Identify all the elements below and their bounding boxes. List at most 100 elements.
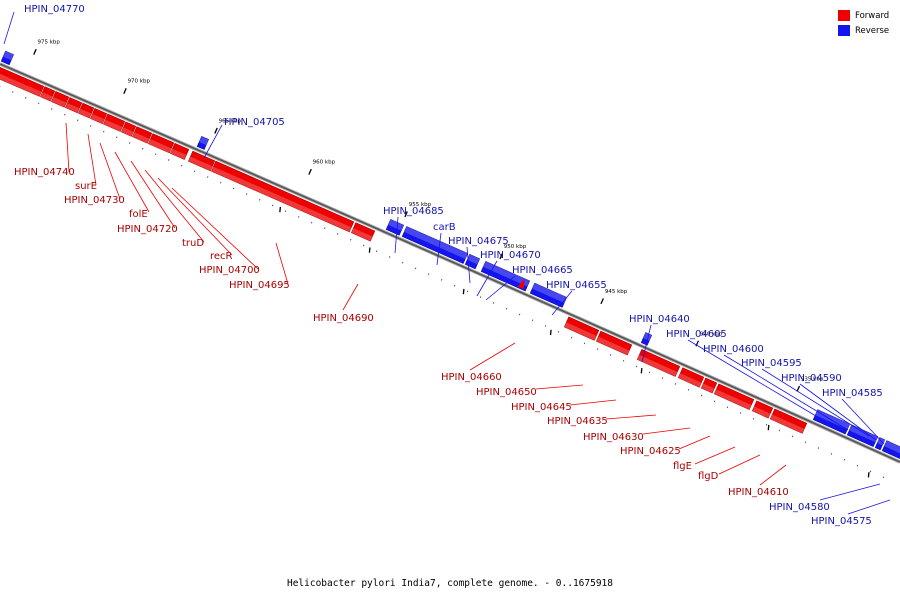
gene-fwd-7	[121, 121, 137, 137]
backbone-dot	[635, 365, 638, 368]
backbone-dot	[336, 233, 339, 235]
gene-fwd-19	[713, 383, 755, 410]
backbone-dot	[739, 412, 742, 414]
leader-line	[171, 187, 259, 270]
scale-ticks: 975 kbp 970 kbp 965 kbp 960 kbp 955 kbp 950 k…	[33, 40, 870, 478]
gene-label-hpin_04625: HPIN_04625	[620, 446, 681, 457]
scale-tick	[33, 48, 37, 55]
leader-line	[466, 246, 471, 284]
gene-fwd-0	[0, 66, 45, 97]
leader-line	[841, 398, 885, 445]
backbone-dot	[154, 153, 157, 156]
gene-label-flgd: flgD	[698, 471, 719, 482]
gene-label-hpin_04695: HPIN_04695	[229, 280, 290, 291]
backbone-dot	[830, 453, 833, 455]
backbone-dot	[232, 187, 235, 190]
gene-small-forward-marker	[517, 278, 525, 290]
backbone-dot	[596, 348, 599, 351]
gene-fwd-18	[700, 377, 718, 394]
leader-line	[114, 151, 150, 213]
backbone-dot	[466, 290, 469, 293]
reverse-label: Reverse	[855, 25, 890, 36]
gene-label-hpin_04740: HPIN_04740	[14, 167, 75, 178]
leader-line	[485, 275, 516, 301]
leader-line	[759, 464, 787, 486]
gene-fwd-16	[636, 349, 681, 377]
backbone-dot	[726, 406, 729, 409]
gene-fwd-21	[769, 408, 808, 434]
backbone-dot	[362, 244, 365, 247]
leader-line	[847, 499, 891, 515]
backbone-dot	[323, 227, 326, 230]
gene-fwd-20	[751, 400, 774, 419]
backbone-dot	[63, 113, 66, 116]
leader-line	[130, 160, 176, 229]
backbone-line	[0, 63, 900, 463]
gene-blocks	[0, 50, 900, 460]
leader-line	[65, 122, 70, 173]
gene-label-hpin_04635: HPIN_04635	[547, 416, 608, 427]
backbone-dot	[557, 330, 560, 333]
backbone-dot	[661, 377, 664, 380]
leader-line	[718, 454, 761, 475]
backbone-dot	[817, 447, 820, 449]
scale-tick-label: 960 kbp	[313, 160, 336, 166]
leader-line	[641, 324, 652, 363]
legend: Forward Reverse	[838, 8, 889, 38]
scale-tick	[796, 385, 801, 392]
gene-rev-2	[385, 219, 405, 236]
backbone-dot	[778, 429, 781, 432]
backbone-dot	[713, 400, 716, 403]
leader-line	[144, 169, 205, 243]
backbone-dot	[869, 470, 872, 473]
backbone-dot	[427, 273, 430, 276]
backbone-dot	[141, 147, 144, 150]
reverse-swatch	[838, 25, 850, 36]
gene-label-hpin_04610: HPIN_04610	[728, 487, 789, 498]
backbone-dot	[804, 441, 807, 444]
backbone-dot	[375, 250, 378, 253]
backbone-dot	[167, 159, 170, 161]
backbone-dot	[89, 125, 92, 127]
gene-label-hpin_04580: HPIN_04580	[769, 502, 830, 513]
gene-label-hpin_04770: HPIN_04770	[24, 4, 85, 15]
backbone-dot	[492, 302, 495, 304]
block-marker	[640, 368, 643, 374]
gene-label-hpin_04730: HPIN_04730	[64, 195, 125, 206]
scale-tick	[499, 253, 503, 260]
backbone-dot	[843, 458, 846, 461]
gene-fwd-10	[170, 142, 190, 160]
scale-tick-label: 945 kbp	[605, 289, 628, 295]
backbone-dot	[856, 464, 859, 467]
scale-tick-label: 950 kbp	[504, 244, 527, 250]
gene-label-fole: folE	[129, 209, 148, 220]
scale-tick-label: 935 kbp	[801, 377, 824, 383]
backbone-dot	[102, 130, 105, 133]
scale-tick	[404, 211, 408, 218]
gene-label-hpin_04700: HPIN_04700	[199, 265, 260, 276]
block-marker	[462, 288, 465, 295]
gene-fwd-11	[187, 150, 216, 172]
scale-tick-label: 970 kbp	[128, 79, 151, 85]
backbone-dot	[245, 193, 248, 195]
backbone-dot	[258, 198, 261, 201]
gene-rev-4	[464, 253, 481, 270]
scale-tick	[123, 87, 127, 94]
backbone-dot	[700, 394, 703, 397]
gene-label-hpin_04575: HPIN_04575	[811, 516, 872, 527]
gene-fwd-17	[677, 367, 705, 388]
gene-label-hpin_04640: HPIN_04640	[629, 314, 690, 325]
backbone-dots	[0, 85, 885, 479]
gene-fwd-9	[148, 133, 175, 154]
scale-tick	[308, 168, 312, 175]
gene-label-recr: recR	[210, 251, 233, 262]
leader-line	[569, 399, 617, 406]
backbone-dot	[193, 170, 196, 173]
gene-label-carb: carB	[433, 222, 456, 233]
gene-label-sure: surE	[75, 181, 97, 192]
scale-tick-label: 940 kbp	[700, 331, 723, 337]
label-leaders	[3, 11, 891, 515]
backbone-dot	[531, 319, 534, 322]
leader-line	[819, 483, 881, 501]
gene-fwd-1	[40, 86, 56, 102]
